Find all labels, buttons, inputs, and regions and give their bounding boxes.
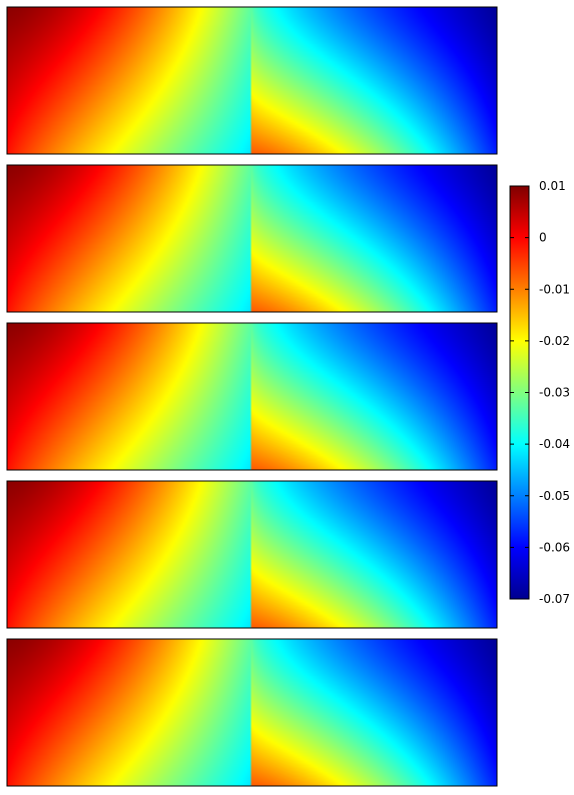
- colorbar-tick-label: -0.06: [539, 540, 570, 554]
- heatmap-panel-frame: [6, 480, 498, 629]
- heatmap-panel-frame: [6, 322, 498, 471]
- heatmap-panel-4: [7, 481, 497, 628]
- heatmap-panel-2: [7, 165, 497, 312]
- colorbar-tick-label: -0.03: [539, 386, 570, 400]
- colorbar-tick-label: -0.04: [539, 437, 570, 451]
- heatmap-panel-frame: [6, 164, 498, 313]
- colorbar-tick-label: -0.05: [539, 489, 570, 503]
- heatmap-panel-5: [7, 639, 497, 786]
- heatmap-panels: [6, 6, 498, 787]
- heatmap-panel-frame: [6, 6, 498, 155]
- heatmap-panel-frame: [6, 638, 498, 787]
- colorbar-tick-label: 0.01: [539, 179, 566, 193]
- colorbar-tick-label: -0.02: [539, 334, 570, 348]
- colorbar: 0.01 0 -0.01 -0.02 -0.03 -0.04 -0.05 -0.06 -0.07: [509, 179, 570, 606]
- heatmap-panel-3: [7, 323, 497, 470]
- heatmap-panel-1: [7, 7, 497, 154]
- colorbar-tick-label: -0.07: [539, 592, 570, 606]
- colorbar-ticks: 0.01 0 -0.01 -0.02 -0.03 -0.04 -0.05 -0.06 -0.07: [510, 179, 570, 606]
- colorbar-tick-label: -0.01: [539, 282, 570, 296]
- colorbar-tick-label: 0: [539, 231, 547, 245]
